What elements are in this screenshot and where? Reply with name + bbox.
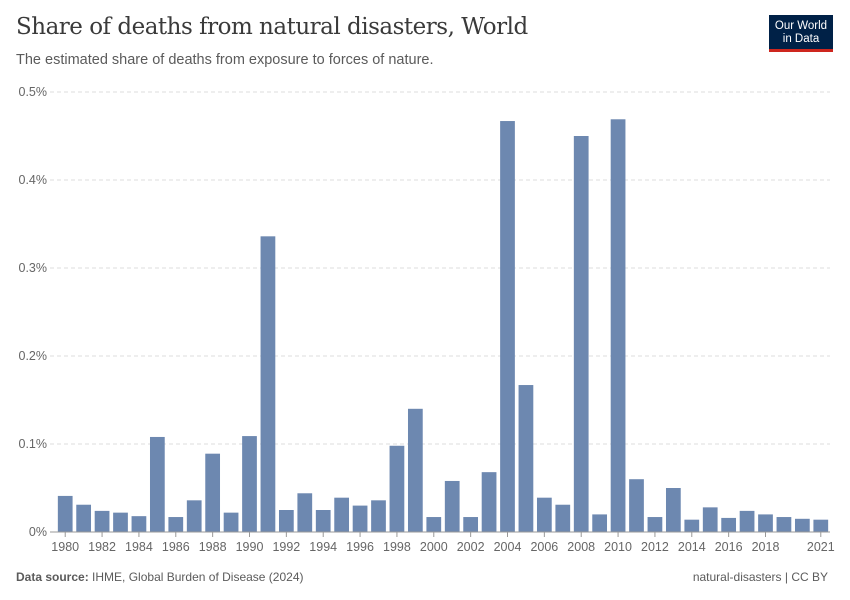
bar-2016[interactable] [721,517,737,532]
bar-2020[interactable] [794,518,810,532]
x-tick-label: 2010 [604,540,632,554]
bar-2008[interactable] [573,136,589,532]
bar-1982[interactable] [94,510,110,532]
x-tick-label: 1992 [272,540,300,554]
bar-1993[interactable] [297,493,313,532]
x-tick-label: 2000 [420,540,448,554]
x-tick-label: 1982 [88,540,116,554]
bar-1992[interactable] [278,510,294,532]
bar-1996[interactable] [352,505,368,532]
bar-1986[interactable] [168,517,184,532]
x-tick-label: 2004 [494,540,522,554]
bar-1988[interactable] [205,453,221,532]
bar-1987[interactable] [186,500,202,532]
bar-2002[interactable] [463,517,479,532]
bar-2005[interactable] [518,385,534,532]
x-tick-label: 2008 [567,540,595,554]
x-tick-label: 2021 [807,540,835,554]
x-tick-label: 1994 [309,540,337,554]
bar-1995[interactable] [334,497,350,532]
bar-1999[interactable] [407,408,423,532]
x-tick-label: 1988 [199,540,227,554]
bar-chart: 0% 0.1% 0.2% 0.3% 0.4% 0.5% 1980 1982 1984 1986 19… [19,85,835,554]
y-tick-label: 0.2% [19,349,48,363]
bar-2021[interactable] [813,519,829,532]
x-tick-label: 2002 [457,540,485,554]
bar-1989[interactable] [223,512,239,532]
bar-2010[interactable] [610,119,626,532]
x-tick-label: 2012 [641,540,669,554]
bar-1990[interactable] [242,436,257,532]
chart-subtitle: The estimated share of deaths from expos… [16,52,434,68]
source-label: Data source: [16,570,89,584]
bar-1980[interactable] [57,495,73,532]
bar-2012[interactable] [647,517,663,532]
source-text[interactable]: IHME, Global Burden of Disease (2024) [92,570,304,584]
bar-1983[interactable] [113,512,128,532]
bar-1984[interactable] [131,516,147,532]
x-tick-label: 1986 [162,540,190,554]
chart-title: Share of deaths from natural disasters, … [16,14,528,40]
x-tick-label: 2014 [678,540,706,554]
bar-2013[interactable] [665,488,681,532]
bar-1991[interactable] [260,236,276,532]
bar-1985[interactable] [149,436,165,532]
y-tick-label: 0.3% [19,261,48,275]
x-tick-label: 1984 [125,540,153,554]
bar-2006[interactable] [536,497,552,532]
bar-2007[interactable] [555,504,571,532]
bar-2003[interactable] [481,472,497,532]
bar-1997[interactable] [371,500,386,532]
x-tick-label: 1990 [236,540,264,554]
x-tick-label: 1998 [383,540,411,554]
x-tick-label: 1996 [346,540,374,554]
bar-2009[interactable] [592,514,608,532]
y-tick-label: 0.1% [19,437,48,451]
x-tick-label: 2006 [530,540,558,554]
bar-2004[interactable] [500,121,515,532]
bar-1998[interactable] [389,445,405,532]
x-tick-label: 2018 [752,540,780,554]
x-tick-label: 2016 [715,540,743,554]
y-tick-label: 0.5% [19,85,48,99]
y-tick-label: 0.4% [19,173,48,187]
x-tick-label: 1980 [51,540,79,554]
data-source: Data source: IHME, Global Burden of Dise… [16,570,303,584]
bar-2011[interactable] [629,479,644,532]
owid-logo[interactable]: Our World in Data [769,15,833,52]
bar-2014[interactable] [684,519,700,532]
bar-2019[interactable] [776,517,792,532]
bar-2001[interactable] [444,480,460,532]
bar-2018[interactable] [758,514,773,532]
bar-2015[interactable] [702,507,718,532]
bar-1994[interactable] [315,510,331,532]
bar-2000[interactable] [426,517,442,532]
y-tick-label: 0% [29,525,47,539]
bar-2017[interactable] [739,510,755,532]
license-slug[interactable]: natural-disasters | CC BY [692,570,828,584]
bar-1981[interactable] [76,504,92,532]
